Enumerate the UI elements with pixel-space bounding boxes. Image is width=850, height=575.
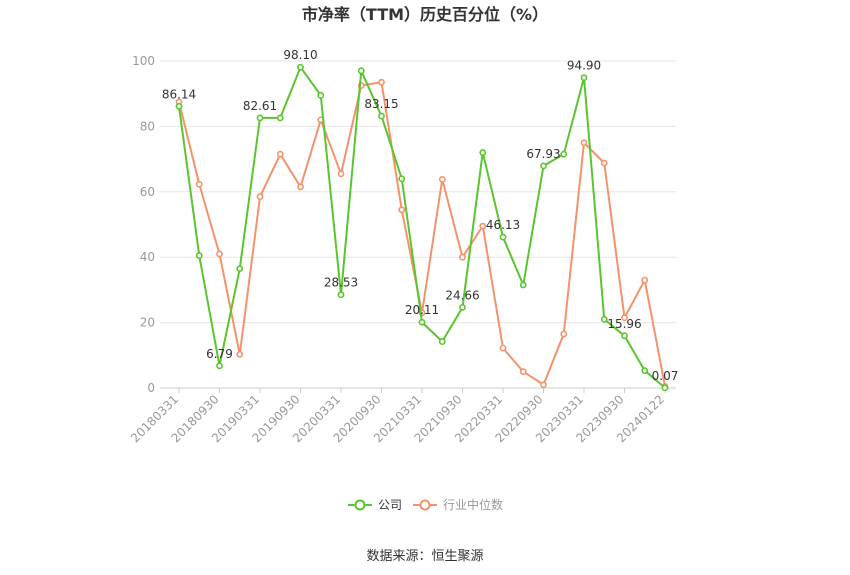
- data-point: [216, 250, 223, 258]
- data-point: [378, 78, 385, 86]
- data-point: [459, 253, 466, 261]
- data-point: [560, 150, 568, 158]
- y-tick-label: 20: [140, 316, 155, 330]
- legend-label: 行业中位数: [443, 497, 503, 512]
- data-label: 98.10: [283, 48, 317, 62]
- data-point: [297, 63, 304, 71]
- data-label: 94.90: [567, 59, 601, 73]
- chart-title: 市净率（TTM）历史百分位（%）: [302, 5, 548, 24]
- y-tick-label: 100: [132, 54, 155, 68]
- data-label: 20.11: [405, 303, 439, 317]
- data-point: [357, 67, 365, 75]
- data-point: [216, 362, 223, 370]
- data-point: [499, 233, 507, 241]
- data-point: [540, 381, 547, 389]
- legend-marker: [419, 499, 431, 511]
- data-point: [560, 330, 568, 338]
- data-label: 28.53: [324, 276, 358, 290]
- data-label: 24.66: [445, 288, 479, 302]
- data-label: 6.79: [206, 347, 233, 361]
- data-point: [540, 162, 547, 170]
- y-tick-label: 40: [140, 250, 155, 264]
- data-point: [236, 265, 244, 273]
- data-point: [236, 350, 244, 358]
- data-point: [378, 112, 385, 120]
- data-point: [600, 315, 608, 323]
- data-point: [438, 338, 446, 345]
- data-label: 83.15: [364, 97, 398, 111]
- data-point: [580, 139, 588, 147]
- y-tick-label: 60: [140, 185, 155, 199]
- legend-label: 公司: [378, 498, 402, 512]
- data-point: [641, 276, 649, 284]
- series-line-1: [178, 81, 666, 387]
- legend-item-0[interactable]: 公司: [348, 498, 402, 512]
- data-label: 86.14: [162, 87, 196, 101]
- legend-marker: [354, 499, 366, 511]
- data-point: [459, 303, 466, 311]
- data-point: [438, 175, 446, 183]
- series-layer: [175, 63, 669, 392]
- legend-item-1[interactable]: 行业中位数: [413, 497, 503, 512]
- data-point: [621, 314, 628, 322]
- data-label: 82.61: [243, 99, 277, 113]
- data-point: [600, 159, 608, 167]
- data-point: [175, 102, 183, 110]
- data-point: [256, 114, 264, 122]
- data-point: [297, 183, 304, 191]
- data-point: [317, 91, 325, 99]
- data-point: [337, 170, 345, 178]
- data-point: [499, 344, 507, 352]
- data-point: [337, 291, 345, 299]
- data-point: [641, 367, 649, 375]
- source-note: 数据来源：恒生聚源: [366, 549, 483, 564]
- data-point: [661, 384, 669, 392]
- series-line-0: [178, 65, 666, 389]
- data-point: [580, 74, 588, 82]
- grid: [160, 60, 676, 389]
- data-point: [479, 149, 487, 156]
- data-label: 15.96: [607, 317, 641, 331]
- data-point: [398, 206, 406, 214]
- data-point: [519, 281, 527, 289]
- data-point: [195, 180, 203, 188]
- data-point: [621, 332, 628, 340]
- legend[interactable]: 公司 行业中位数: [348, 497, 503, 512]
- y-axis: 0 20 40 60 80 100: [132, 54, 155, 395]
- data-point: [398, 175, 406, 183]
- data-point: [418, 318, 426, 326]
- data-label: 46.13: [486, 218, 520, 232]
- x-axis: 2018033120180930201903312019093020200331…: [128, 388, 667, 445]
- data-point: [256, 193, 264, 201]
- data-point: [479, 222, 487, 230]
- y-tick-label: 0: [147, 381, 155, 395]
- data-label: 0.07: [652, 369, 679, 383]
- data-point: [276, 150, 284, 158]
- y-tick-label: 80: [140, 119, 155, 133]
- data-point: [276, 114, 284, 122]
- data-point: [519, 368, 527, 376]
- data-labels: 86.14 6.79 82.61 98.10 28.53 83.15 20.11 24.66 4…: [162, 48, 679, 383]
- data-point: [195, 252, 203, 259]
- data-label: 67.93: [526, 147, 560, 161]
